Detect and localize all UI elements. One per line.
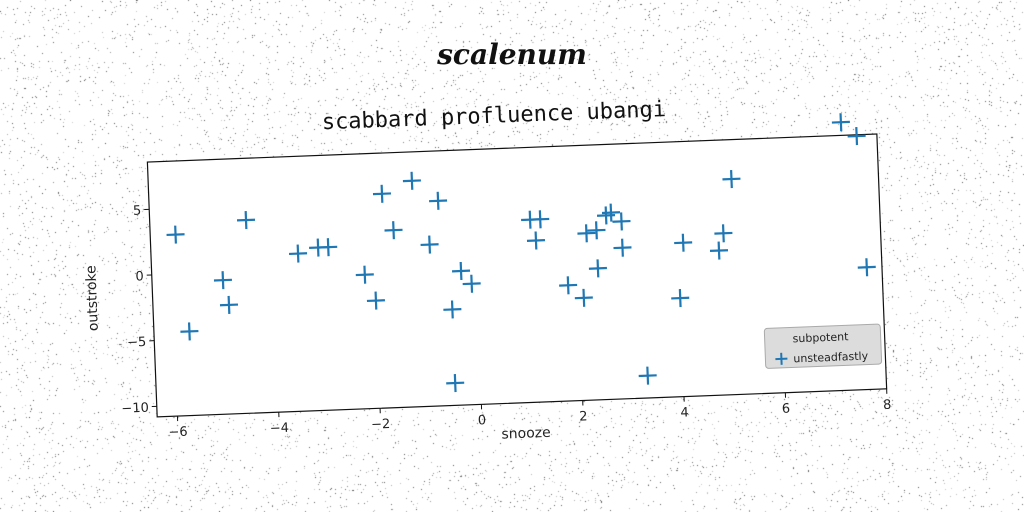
x-tick-label: −6 [168,425,188,441]
data-point [671,289,690,308]
data-point [462,274,481,293]
data-point [288,244,308,263]
data-point [857,258,876,277]
data-points [166,113,876,393]
x-tick-label: 6 [782,402,791,417]
data-point [429,191,448,210]
data-point [559,276,578,295]
data-point [613,238,632,257]
data-point [384,221,403,240]
x-tick-label: 8 [883,398,892,413]
y-tick-label: 0 [135,269,144,284]
legend-entry-unsteadfastly: unsteadfastly [793,349,869,365]
data-point [366,291,385,310]
data-point [213,271,232,290]
y-tick-label: −10 [121,401,149,417]
data-point [319,238,338,257]
data-point [180,322,199,341]
y-tick-label: −5 [127,335,147,351]
x-tick-label: 0 [478,413,487,428]
x-tick-label: 2 [579,409,588,424]
rotated-plot-group: −6 −4 −2 0 2 4 6 8 −10 −5 0 5 scabbard profluence u… [83,97,892,443]
data-point [587,221,606,240]
data-point [446,373,465,393]
y-axis-label: outstroke [83,265,102,332]
axis-ticks: −6 −4 −2 0 2 4 6 8 −10 −5 0 5 [121,204,892,441]
data-point [531,210,550,229]
x-axis-label: snooze [501,425,551,443]
x-tick-label: 4 [680,405,689,420]
data-point [722,170,741,189]
data-point [577,224,596,243]
legend-plus-icon [775,352,788,365]
data-point [612,212,631,231]
data-point [452,261,471,281]
x-tick-label: −2 [371,417,391,433]
data-point [443,300,462,319]
data-point [601,203,621,222]
figure-suptitle: scalenum [437,38,587,71]
data-point [402,171,421,190]
data-point [219,295,239,314]
data-point [588,259,607,278]
data-point [420,235,439,254]
data-point [831,113,850,132]
legend-box [763,323,883,369]
x-tick-label: −4 [270,421,290,437]
plot-area-frame [146,133,888,418]
data-point [526,231,546,250]
data-point [236,211,256,230]
data-point [355,265,374,284]
data-point [574,288,593,307]
data-point [847,127,866,146]
data-point [709,241,729,260]
data-point [714,224,733,243]
data-point [372,184,392,203]
legend-entry-subpotent: subpotent [792,330,849,345]
data-point [166,225,185,244]
y-tick-label: 5 [133,204,142,219]
chart-title: scabbard profluence ubangi [321,97,666,135]
legend: subpotent unsteadfastly [763,323,883,369]
data-point [674,233,693,252]
data-point [638,366,657,385]
